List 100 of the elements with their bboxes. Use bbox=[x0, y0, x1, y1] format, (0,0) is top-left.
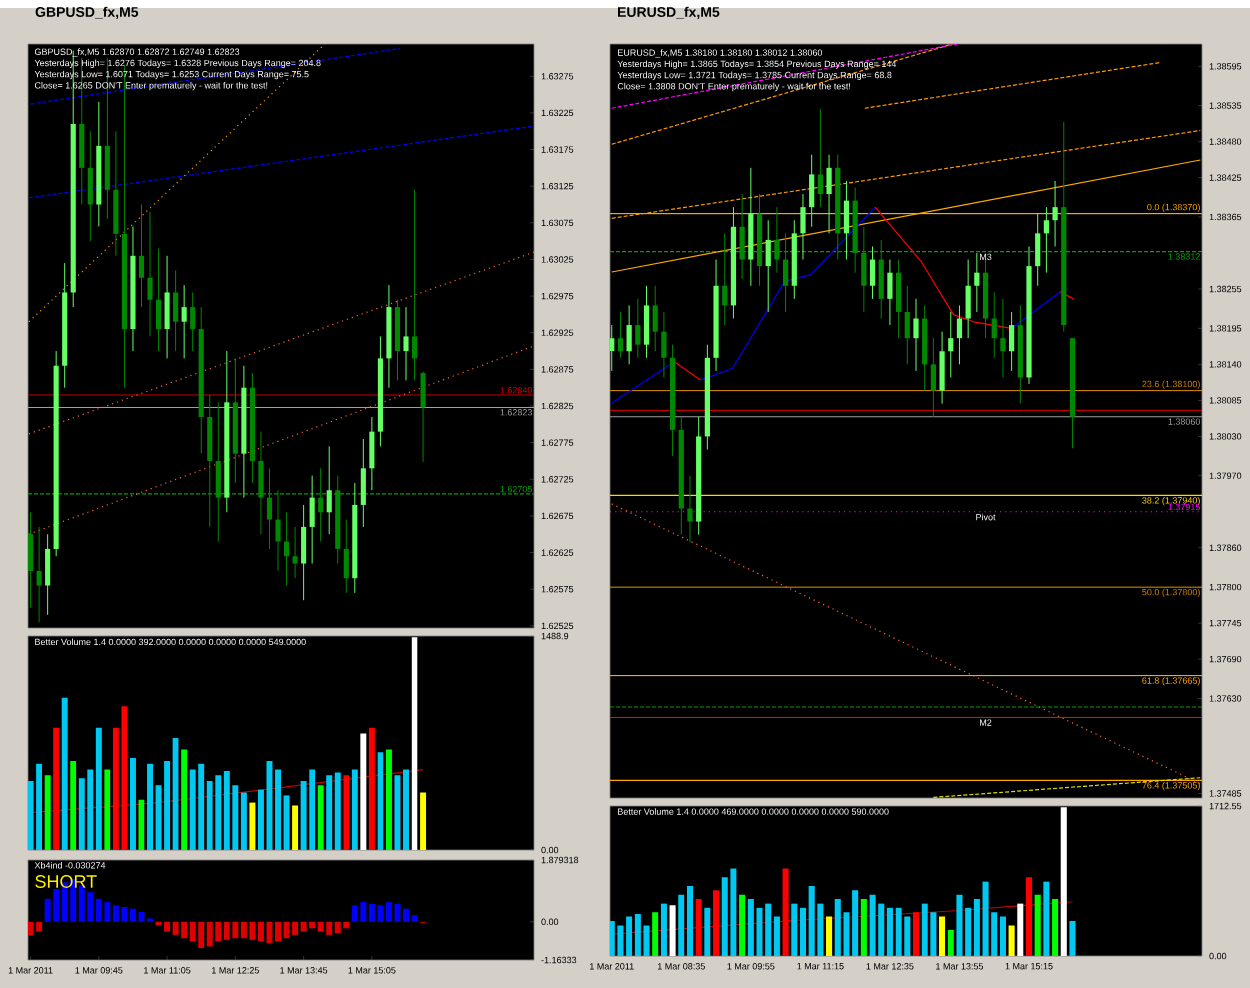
candlestick bbox=[843, 180, 850, 261]
candlestick bbox=[181, 284, 187, 359]
bar bbox=[351, 769, 358, 851]
bar bbox=[368, 727, 375, 851]
bar bbox=[317, 785, 324, 851]
bar bbox=[215, 775, 222, 851]
candlestick bbox=[739, 193, 745, 280]
bar bbox=[292, 921, 299, 935]
bar bbox=[730, 868, 737, 957]
bar bbox=[53, 727, 60, 851]
bar bbox=[739, 894, 746, 957]
bar bbox=[999, 916, 1006, 957]
candlestick bbox=[403, 306, 409, 381]
bar bbox=[617, 925, 624, 957]
bar bbox=[121, 706, 128, 851]
candlestick bbox=[913, 298, 919, 372]
bar bbox=[147, 763, 154, 851]
candlestick bbox=[309, 475, 315, 565]
candlestick bbox=[904, 285, 910, 365]
candlestick bbox=[887, 259, 893, 326]
candlestick bbox=[661, 311, 667, 378]
bar bbox=[869, 894, 876, 957]
candlestick bbox=[610, 324, 615, 372]
candlestick bbox=[722, 232, 728, 326]
bar bbox=[678, 894, 685, 957]
bar bbox=[334, 772, 341, 851]
candlestick bbox=[190, 291, 196, 352]
bar bbox=[756, 907, 763, 957]
candlestick bbox=[617, 311, 624, 359]
candlestick bbox=[748, 167, 754, 287]
bar bbox=[112, 905, 119, 922]
bar bbox=[947, 929, 954, 957]
bar bbox=[121, 907, 128, 922]
candlestick bbox=[420, 371, 426, 463]
bar bbox=[385, 749, 392, 851]
bar bbox=[982, 881, 989, 957]
candlestick bbox=[974, 252, 980, 313]
bar bbox=[1043, 881, 1050, 957]
candlestick bbox=[817, 108, 823, 208]
candlestick bbox=[369, 416, 375, 491]
bar bbox=[266, 921, 273, 944]
line-series bbox=[699, 206, 876, 381]
bar bbox=[78, 778, 85, 851]
candlestick bbox=[292, 526, 298, 579]
annotation: SHORT bbox=[35, 875, 97, 888]
candlestick bbox=[869, 245, 876, 300]
candlestick bbox=[215, 401, 221, 543]
candlestick bbox=[1043, 206, 1049, 274]
candlestick bbox=[164, 255, 170, 359]
bar bbox=[713, 890, 720, 957]
candlestick bbox=[301, 504, 307, 601]
candlestick bbox=[36, 526, 42, 623]
bar bbox=[411, 915, 418, 922]
candlestick bbox=[800, 193, 806, 261]
candlestick bbox=[826, 154, 832, 234]
bar bbox=[939, 916, 946, 957]
bar bbox=[360, 733, 367, 851]
bar bbox=[232, 921, 239, 939]
bar bbox=[28, 921, 34, 935]
bar bbox=[852, 890, 859, 957]
candlestick bbox=[991, 291, 997, 359]
bar bbox=[904, 916, 911, 957]
bar bbox=[826, 916, 833, 957]
candlestick bbox=[965, 259, 971, 339]
bar bbox=[44, 775, 51, 851]
candlestick bbox=[87, 130, 93, 242]
bar bbox=[1025, 877, 1033, 957]
bar bbox=[326, 921, 333, 935]
bar bbox=[660, 903, 667, 957]
bar bbox=[198, 763, 205, 851]
bar bbox=[747, 899, 754, 957]
bar bbox=[343, 921, 350, 929]
bar bbox=[223, 921, 230, 940]
candlestick bbox=[861, 226, 867, 313]
bar bbox=[791, 903, 798, 957]
bar bbox=[104, 902, 111, 922]
candlestick bbox=[343, 519, 349, 594]
bar bbox=[309, 921, 316, 929]
candlestick bbox=[982, 259, 989, 339]
candlestick bbox=[878, 239, 884, 320]
candlestick bbox=[207, 394, 213, 528]
bar bbox=[266, 760, 273, 851]
bar bbox=[53, 888, 60, 922]
candlestick bbox=[147, 211, 153, 337]
candlestick bbox=[360, 438, 366, 528]
bar bbox=[198, 921, 205, 949]
bar bbox=[351, 905, 358, 922]
candlestick bbox=[939, 331, 945, 405]
candlestick bbox=[809, 154, 815, 228]
bar bbox=[249, 802, 256, 851]
candlestick bbox=[113, 130, 119, 257]
candlestick bbox=[411, 189, 418, 381]
bar bbox=[292, 805, 299, 851]
candlestick bbox=[626, 304, 632, 365]
candlestick bbox=[173, 269, 179, 352]
candlestick bbox=[774, 206, 780, 274]
candlestick bbox=[1035, 213, 1041, 287]
candlestick bbox=[45, 533, 51, 616]
bar bbox=[172, 921, 179, 935]
bar bbox=[420, 792, 427, 851]
